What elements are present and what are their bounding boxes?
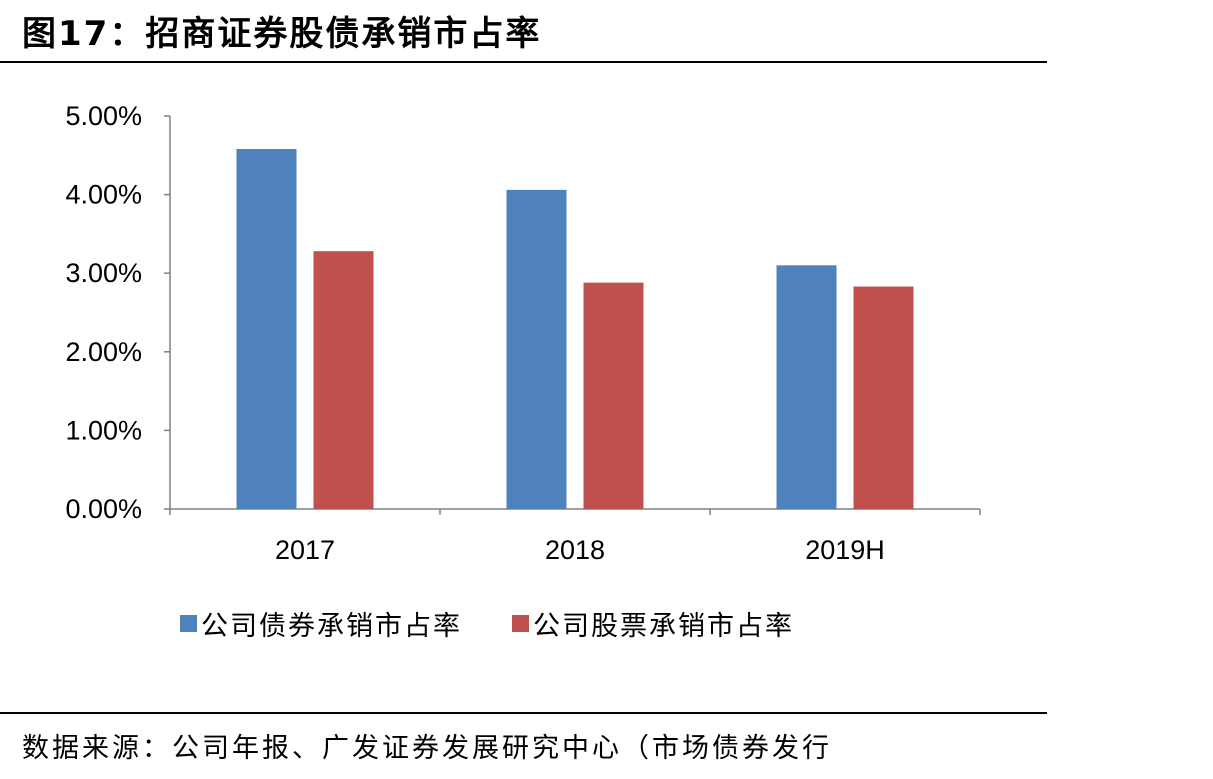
figure-title: 图17：招商证券股债承销市占率: [22, 14, 542, 54]
bar-chart: 0.00%1.00%2.00%3.00%4.00%5.00% 2017 2018 2…: [65, 101, 981, 565]
bar-equity-2019H: [853, 286, 914, 509]
legend: 公司债券承销市占率 公司股票承销市占率: [180, 604, 844, 643]
x-tick-label: 2019H: [805, 535, 885, 565]
x-tick-label: 2017: [275, 535, 335, 565]
y-tick-label: 2.00%: [65, 337, 142, 367]
y-tick-label: 4.00%: [65, 180, 142, 210]
source-note: 数据来源：公司年报、广发证券发展研究中心（市场债券发行: [22, 733, 832, 764]
bar-equity-2018: [583, 282, 644, 509]
y-tick-label: 5.00%: [65, 101, 142, 131]
x-axis: 2017 2018 2019H: [169, 508, 981, 565]
legend-label-series-1: 公司债券承销市占率: [201, 611, 462, 642]
bars-group: [236, 149, 914, 509]
bar-equity-2017: [313, 251, 374, 509]
x-tick-label: 2018: [545, 535, 605, 565]
y-tick-label: 3.00%: [65, 258, 142, 288]
legend-label-series-2: 公司股票承销市占率: [533, 611, 794, 642]
y-tick-label: 1.00%: [65, 415, 142, 445]
legend-swatch-series-1: [180, 615, 197, 632]
bar-bond-2017: [236, 149, 297, 509]
legend-item-series-2: 公司股票承销市占率: [512, 604, 794, 643]
legend-swatch-series-2: [512, 615, 529, 632]
legend-item-series-1: 公司债券承销市占率: [180, 604, 462, 643]
y-axis: 0.00% 1.00% 2.00% 3.00% 4.00% 5.00%: [65, 101, 171, 524]
bar-bond-2019H: [776, 265, 837, 509]
bottom-rule: [0, 712, 1047, 714]
top-rule: [0, 61, 1047, 63]
bar-bond-2018: [506, 189, 567, 509]
y-tick-label: 0.00%: [65, 494, 142, 524]
